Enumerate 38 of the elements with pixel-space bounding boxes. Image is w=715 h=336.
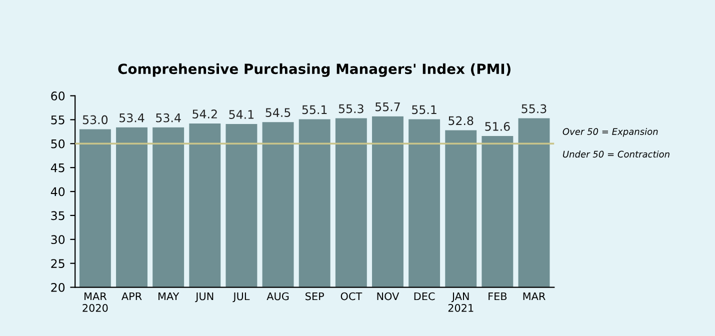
x-tick-label: DEC [414, 292, 435, 300]
x-tick-label: SEP [306, 292, 324, 300]
data-label: 53.4 [156, 113, 181, 122]
x-tick-label: MAR 2020 [82, 292, 108, 312]
data-label: 55.1 [302, 105, 327, 114]
data-label: 51.6 [485, 122, 510, 131]
x-tick-label: JAN 2021 [448, 292, 474, 312]
x-tick-label: NOV [377, 292, 400, 300]
x-tick-label: MAY [158, 292, 180, 300]
text: Over 50 = Expansion [562, 128, 658, 137]
chart-title: Comprehensive Purchasing Managers' Index (PMI) [118, 63, 510, 77]
y-tick-label: 50 [51, 139, 65, 148]
data-label: 52.8 [448, 116, 474, 126]
data-label: 55.3 [338, 104, 364, 114]
data-label: 54.1 [229, 110, 254, 119]
data-label: 55.1 [412, 105, 436, 114]
x-tick-label: JUL [232, 292, 250, 302]
x-tick-label: OCT [340, 292, 362, 300]
x-tick-label: FEB [488, 292, 507, 300]
data-label: 54.2 [192, 110, 217, 118]
y-tick-label: 30 [51, 235, 65, 244]
data-label: 53.4 [120, 113, 144, 122]
data-label: 55.3 [522, 104, 546, 114]
x-tick-label: AUG [266, 292, 289, 300]
y-tick-label: 40 [50, 187, 65, 196]
x-tick-label: MAR [523, 292, 546, 300]
y-tick-label: 55 [51, 116, 64, 124]
data-label: 53.0 [82, 115, 108, 124]
y-tick-label: 45 [50, 163, 64, 172]
text: Under 50 = Contraction [562, 150, 670, 158]
y-tick-label: 35 [51, 211, 64, 220]
data-label: 55.7 [376, 102, 400, 112]
data-label: 54.5 [266, 108, 290, 118]
x-tick-label: JUN [195, 292, 214, 302]
y-tick-label: 20 [51, 283, 65, 292]
y-tick-label: 60 [51, 91, 65, 100]
x-tick-label: APR [122, 292, 142, 300]
y-tick-label: 25 [51, 259, 64, 268]
